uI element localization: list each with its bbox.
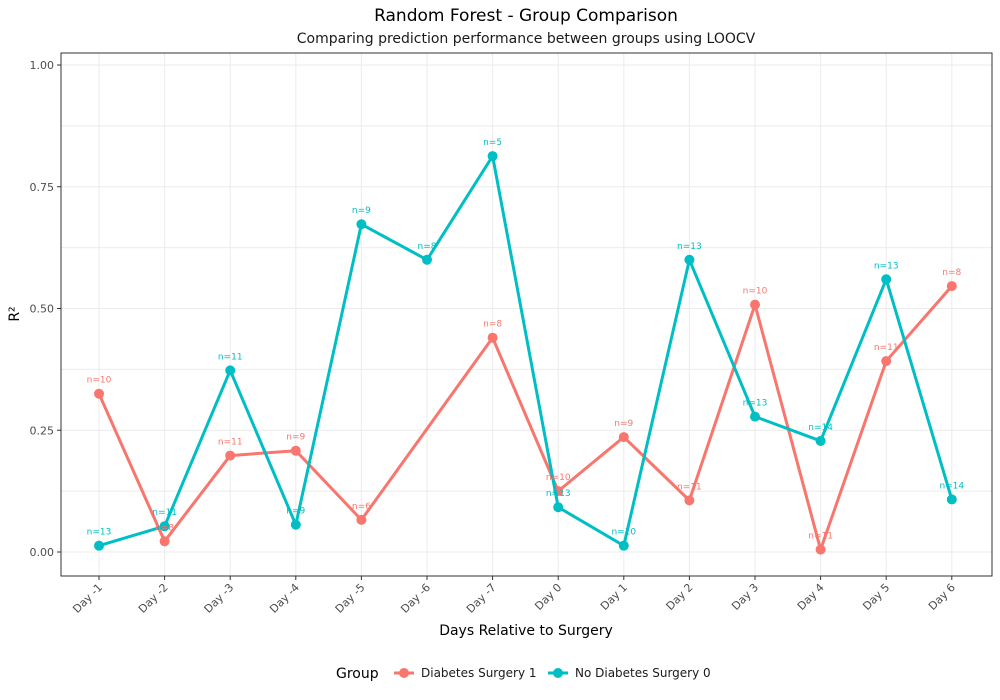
n-label: n=11 xyxy=(677,482,702,492)
x-tick-label: Day 3 xyxy=(729,581,761,613)
n-label: n=8 xyxy=(418,242,437,252)
x-tick-label: Day -3 xyxy=(202,581,237,616)
y-tick-label: 0.00 xyxy=(30,546,55,559)
n-labels: n=10 n=8 n=11 n=9 n=6 n=8 n=10 n=9 n=11 n=10 n=11 n… xyxy=(87,138,965,541)
data-point xyxy=(553,502,564,513)
x-tick-label: Day -2 xyxy=(136,581,171,616)
n-label: n=10 xyxy=(611,528,636,538)
y-tick-label: 0.50 xyxy=(30,303,55,316)
x-tick-label: Day -7 xyxy=(464,581,499,616)
n-label: n=11 xyxy=(152,508,177,518)
data-point xyxy=(750,411,760,422)
n-label: n=8 xyxy=(942,268,961,278)
n-label: n=11 xyxy=(218,352,243,362)
x-tick-label: Day 0 xyxy=(532,581,564,613)
x-tick-label: Day -5 xyxy=(333,581,368,616)
data-point xyxy=(487,332,498,343)
n-label: n=11 xyxy=(218,438,243,448)
n-label: n=13 xyxy=(546,489,571,499)
data-point xyxy=(684,495,695,506)
n-label: n=11 xyxy=(874,343,899,353)
x-tick-label: Day 4 xyxy=(795,581,827,613)
legend-title: Group xyxy=(336,666,379,682)
data-point xyxy=(487,151,498,162)
data-point xyxy=(815,544,826,555)
data-point xyxy=(290,519,301,530)
x-tick-label: Day 2 xyxy=(664,581,696,613)
data-point xyxy=(946,281,957,292)
data-point xyxy=(618,432,629,443)
n-label: n=10 xyxy=(546,473,571,483)
x-tick-label: Day 6 xyxy=(926,581,958,613)
n-label: n=11 xyxy=(808,532,833,542)
legend-key-point xyxy=(399,668,409,678)
n-label: n=9 xyxy=(286,433,305,443)
data-point xyxy=(94,388,104,399)
data-point xyxy=(618,540,629,551)
data-point xyxy=(356,514,367,525)
chart-title: Random Forest - Group Comparison xyxy=(374,6,678,26)
data-point xyxy=(290,445,301,456)
legend-key-point xyxy=(553,668,563,678)
n-label: n=10 xyxy=(743,287,768,297)
legend-label: No Diabetes Surgery 0 xyxy=(575,666,711,680)
x-tick-label: Day 5 xyxy=(860,581,892,613)
n-label: n=14 xyxy=(808,423,833,433)
data-point xyxy=(225,450,236,461)
series-line-2 xyxy=(98,154,954,548)
data-point xyxy=(159,521,170,532)
n-label: n=6 xyxy=(352,502,371,512)
grid xyxy=(61,53,992,576)
n-label: n=8 xyxy=(483,320,502,330)
y-tick-label: 0.75 xyxy=(30,181,55,194)
n-label: n=13 xyxy=(677,242,702,252)
data-point xyxy=(684,254,695,265)
legend-label: Diabetes Surgery 1 xyxy=(421,666,537,680)
x-tick-label: Day -6 xyxy=(398,581,433,616)
data-point xyxy=(356,219,367,230)
n-label: n=13 xyxy=(87,528,112,538)
n-label: n=5 xyxy=(483,138,502,148)
x-tick-label: Day -1 xyxy=(70,581,105,616)
n-label: n=9 xyxy=(352,206,371,216)
n-label: n=9 xyxy=(614,419,633,429)
chart-subtitle: Comparing prediction performance between… xyxy=(297,31,756,47)
panel-border xyxy=(60,52,993,577)
series-layer xyxy=(94,151,957,555)
n-label: n=8 xyxy=(155,523,174,533)
data-point xyxy=(750,299,760,310)
x-tick-label: Day -4 xyxy=(267,581,302,616)
data-point xyxy=(225,365,236,376)
data-point xyxy=(159,536,170,547)
y-tick-label: 1.00 xyxy=(30,59,55,72)
n-label: n=14 xyxy=(939,481,964,491)
n-label: n=9 xyxy=(286,507,305,517)
data-point xyxy=(946,494,957,505)
n-label: n=10 xyxy=(87,376,112,386)
data-point xyxy=(881,356,892,367)
data-point xyxy=(422,254,432,265)
legend: Group Diabetes Surgery 1 No Diabetes Surg… xyxy=(336,666,711,682)
data-point xyxy=(881,274,892,285)
x-tick-label: Day 1 xyxy=(598,581,630,613)
y-tick-label: 0.25 xyxy=(30,424,55,437)
n-label: n=13 xyxy=(874,261,899,271)
y-axis-label: R² xyxy=(7,306,23,321)
data-point xyxy=(815,435,826,446)
data-point xyxy=(94,540,104,551)
x-axis-label: Days Relative to Surgery xyxy=(439,623,613,639)
n-label: n=13 xyxy=(743,399,768,409)
